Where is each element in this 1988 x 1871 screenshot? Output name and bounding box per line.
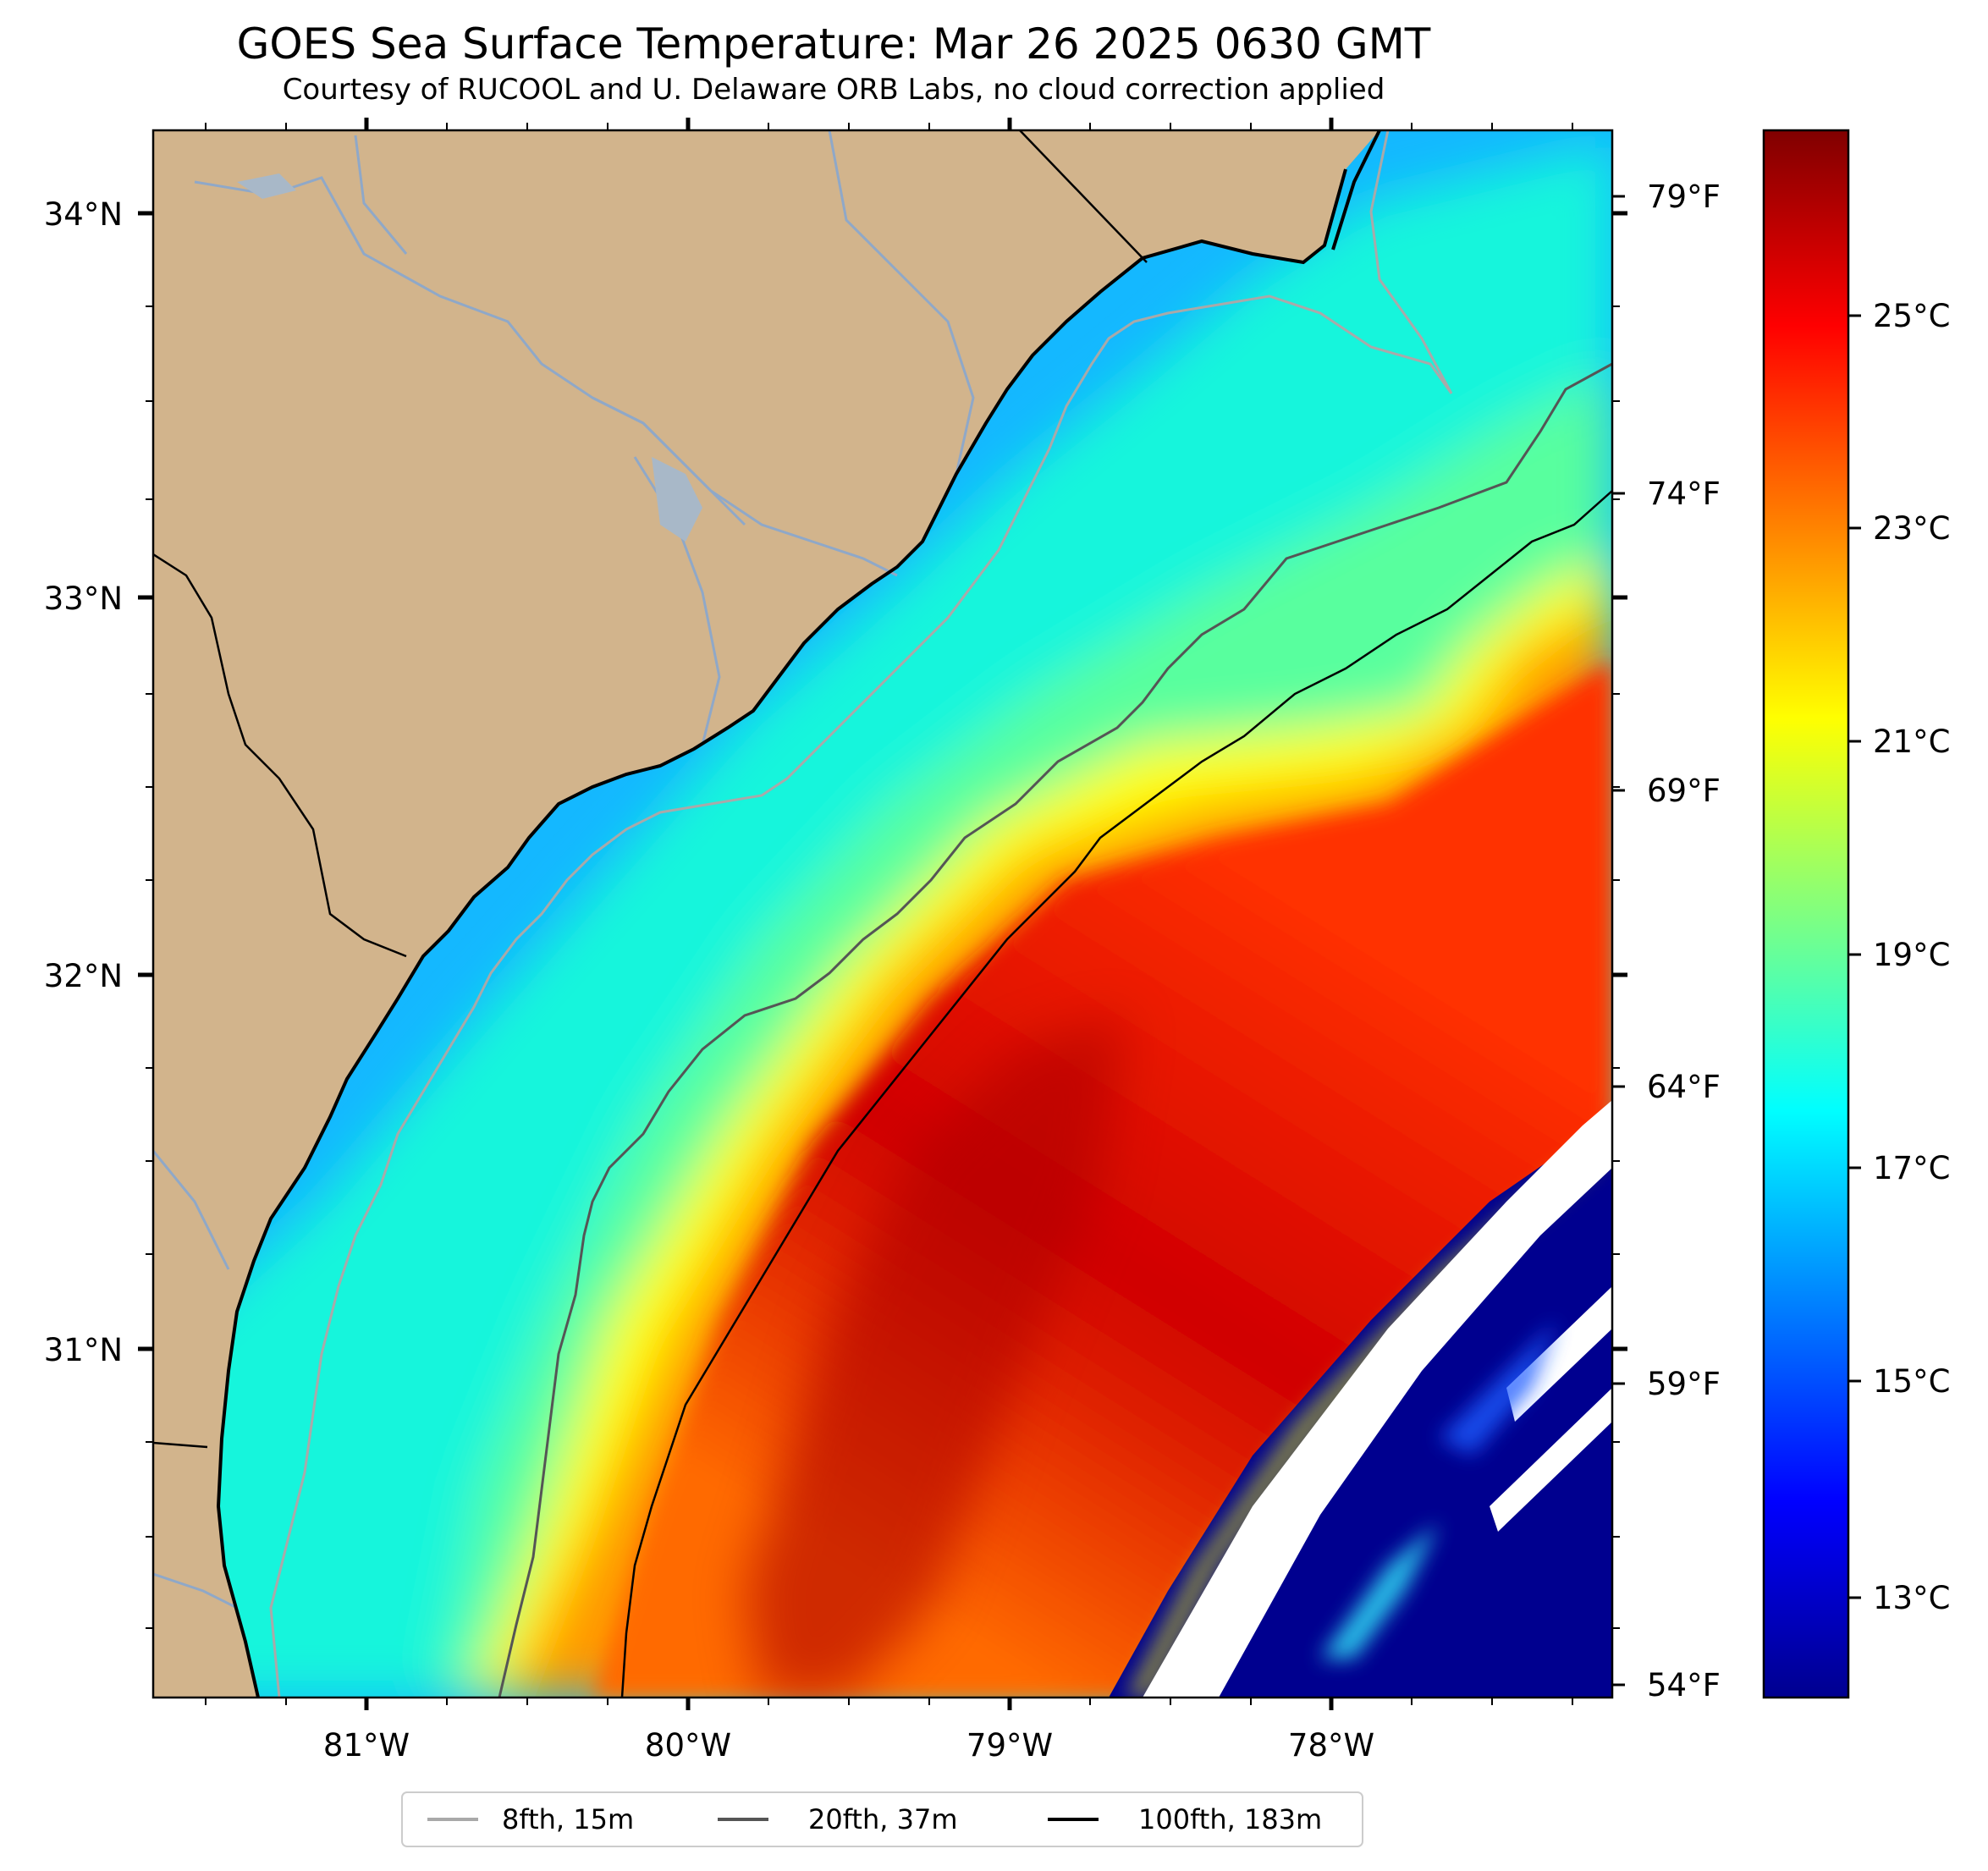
lon-label-78w: 78°W <box>1288 1727 1374 1764</box>
colorbar-label-15c: 15°C <box>1873 1363 1950 1400</box>
lon-label-80w: 80°W <box>645 1727 731 1764</box>
map-frame <box>151 129 1614 1699</box>
fahrenheit-label-59: 59°F <box>1647 1366 1721 1402</box>
lake <box>652 457 702 542</box>
minor-ticks <box>146 123 1620 1705</box>
colorbar <box>1762 129 1850 1699</box>
coastline <box>216 168 1347 1698</box>
colorbar-label-19c: 19°C <box>1873 937 1950 973</box>
major-ticks <box>138 118 1627 1710</box>
state-borders <box>153 130 1148 1449</box>
colorbar-ticks <box>1848 314 1861 1599</box>
fahrenheit-label-79: 79°F <box>1647 179 1721 215</box>
legend-label-8fth: 8fth, 15m <box>502 1803 634 1835</box>
lat-label-34n: 34°N <box>44 196 123 233</box>
lon-label-79w: 79°W <box>966 1727 1053 1764</box>
lat-label-31n: 31°N <box>44 1332 123 1368</box>
colorbar-label-17c: 17°C <box>1873 1150 1950 1186</box>
lat-label-32n: 32°N <box>44 958 123 994</box>
colorbar-label-23c: 23°C <box>1873 510 1950 547</box>
fahrenheit-label-64: 64°F <box>1647 1069 1721 1105</box>
page-subtitle: Courtesy of RUCOOL and U. Delaware ORB L… <box>282 73 1385 107</box>
isobath-20fth <box>498 362 1612 1698</box>
page-title: GOES Sea Surface Temperature: Mar 26 202… <box>236 19 1431 69</box>
sst-map <box>153 130 1612 1698</box>
gulf-stream-core <box>745 1015 1126 1698</box>
legend: 8fth, 15m 20fth, 37m 100fth, 183m <box>401 1791 1363 1847</box>
isobath-100fth <box>620 490 1612 1698</box>
isobaths <box>269 130 1612 1698</box>
colorbar-label-13c: 13°C <box>1873 1580 1950 1616</box>
colorbar-label-25c: 25°C <box>1873 298 1950 334</box>
no-data-stripe <box>1143 1100 1612 1698</box>
colorbar-label-21c: 21°C <box>1873 724 1950 760</box>
lon-label-81w: 81°W <box>323 1727 410 1764</box>
fahrenheit-label-74: 74°F <box>1647 476 1721 512</box>
legend-box <box>401 1791 1363 1847</box>
legend-label-100fth: 100fth, 183m <box>1138 1803 1322 1835</box>
fahrenheit-ticks <box>1612 195 1625 1687</box>
isobath-8fth <box>269 294 1453 1698</box>
legend-label-20fth: 20fth, 37m <box>808 1803 957 1835</box>
rivers <box>153 130 975 1610</box>
fahrenheit-label-54: 54°F <box>1647 1667 1721 1703</box>
fahrenheit-label-69: 69°F <box>1647 773 1721 809</box>
land-mass <box>153 130 1379 1698</box>
lat-label-33n: 33°N <box>44 581 123 617</box>
